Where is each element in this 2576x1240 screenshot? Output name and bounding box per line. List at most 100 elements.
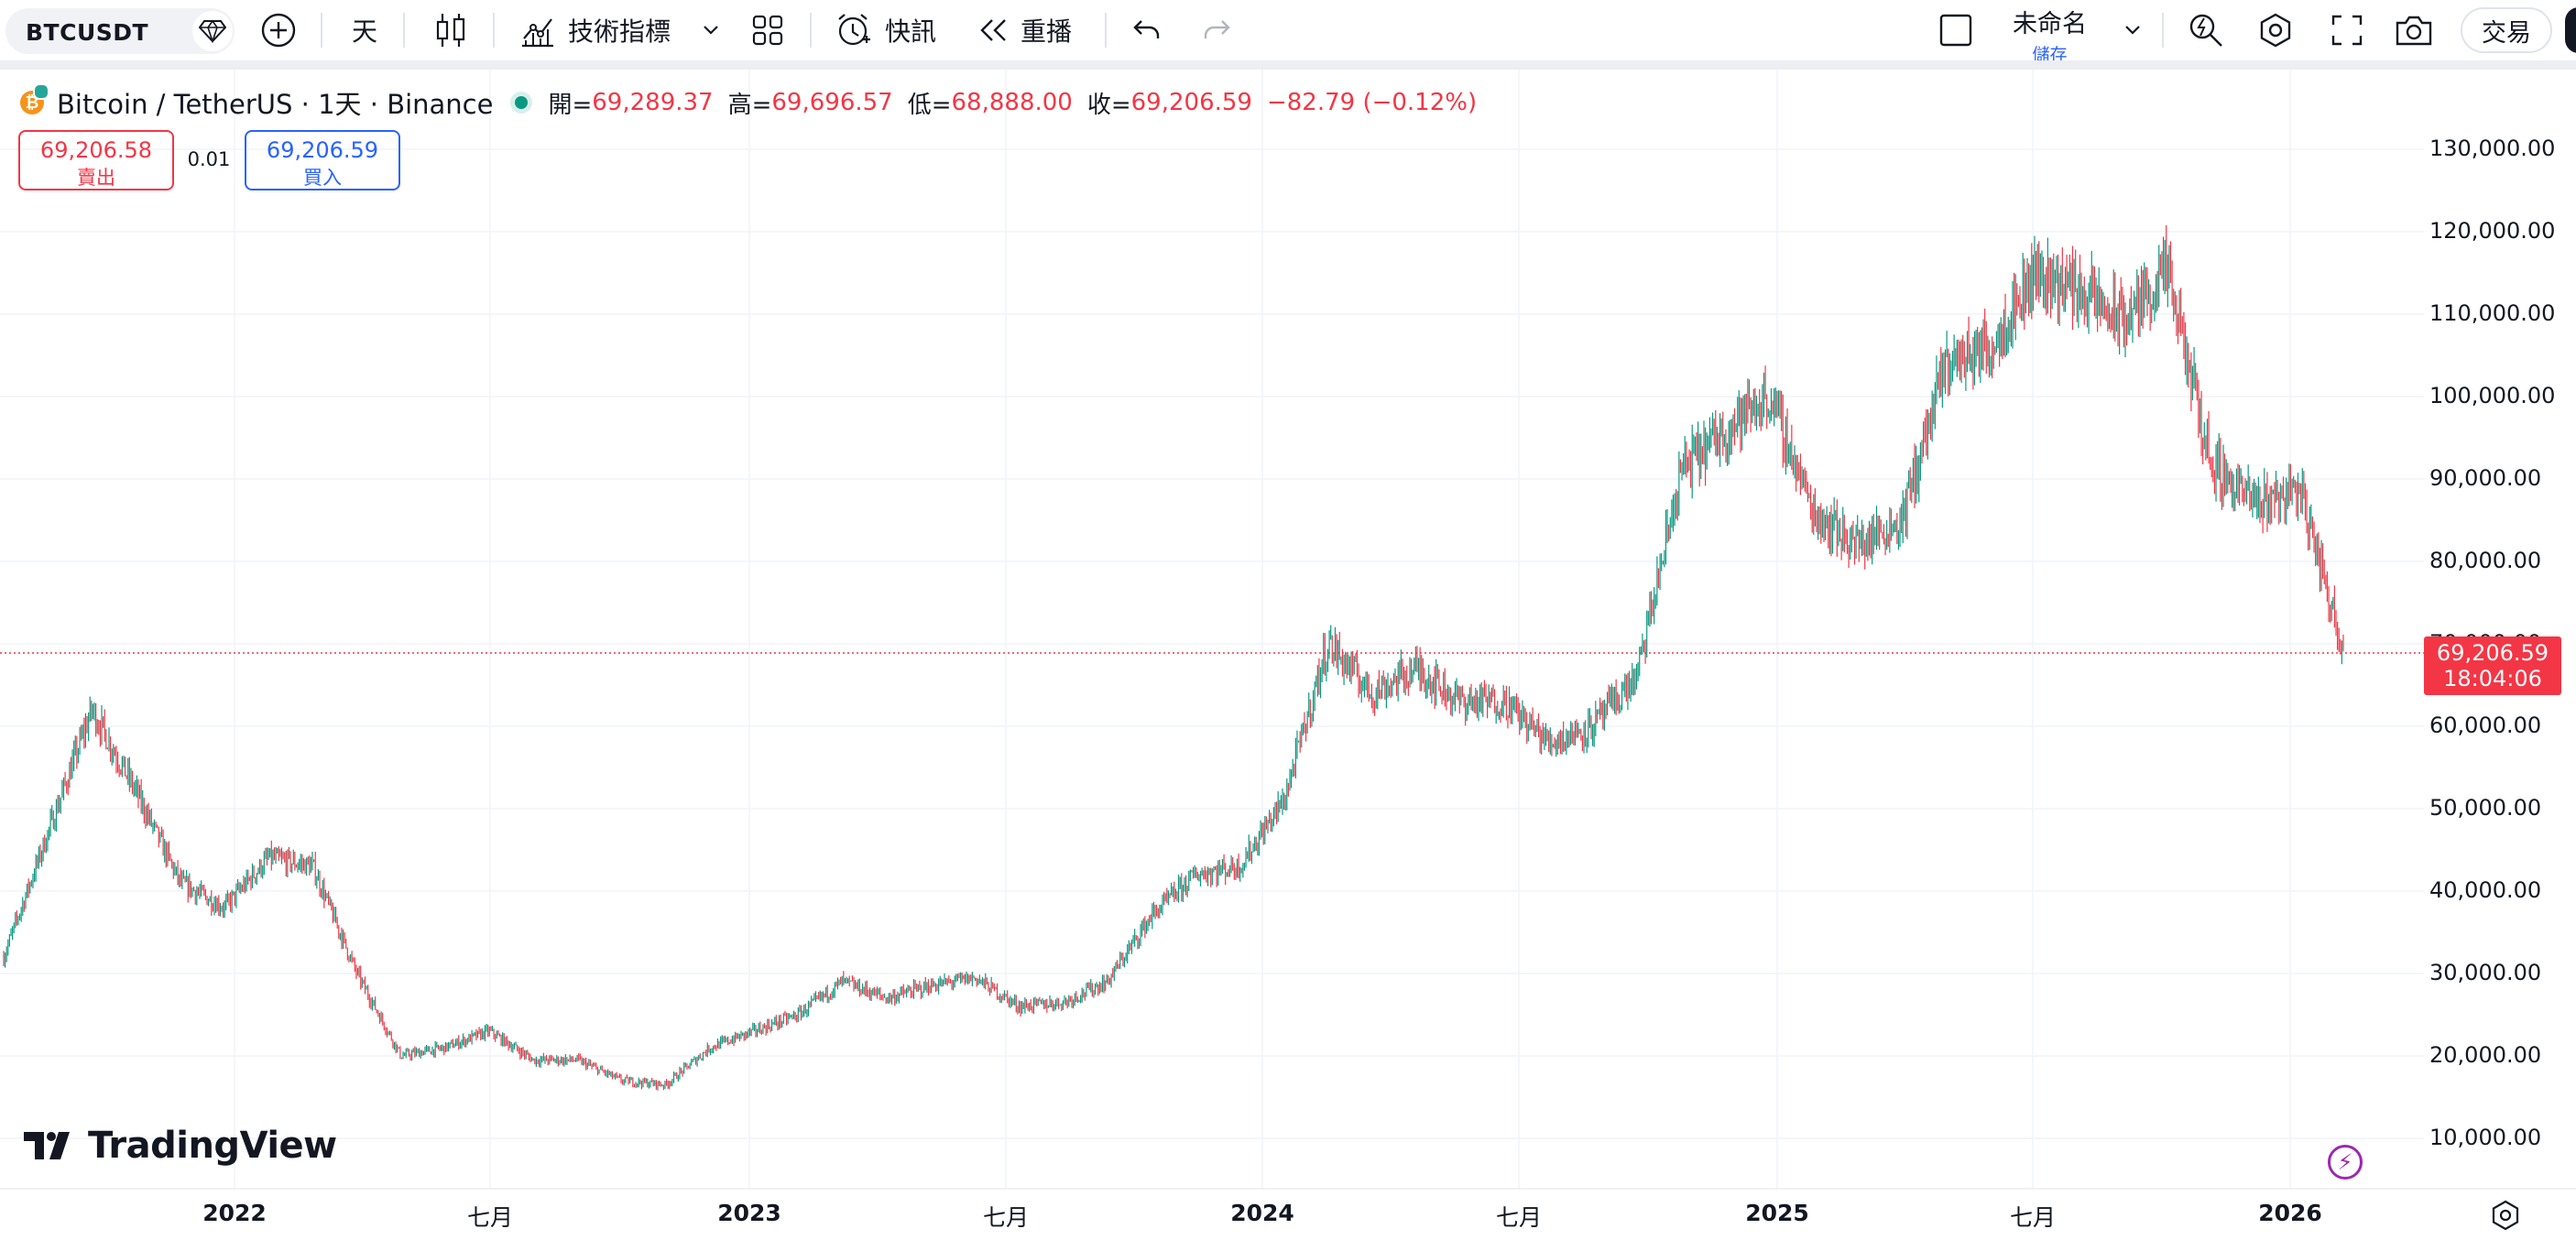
price-tick-label: 80,000.00 <box>2429 548 2542 573</box>
hexagon-gear-icon <box>2492 1200 2519 1231</box>
last-price-value: 69,206.59 <box>2436 640 2549 666</box>
trade-button[interactable]: 交易 <box>2461 7 2552 53</box>
redo-button[interactable] <box>1202 7 1231 53</box>
top-toolbar: BTCUSDT 天 技術指標 快訊 重播 未命名 儲存 <box>0 0 2576 65</box>
replay-label: 重播 <box>1021 16 1073 47</box>
plus-circle-icon <box>261 13 296 48</box>
close-label: 收= <box>1086 91 1131 119</box>
symbol-title[interactable]: Bitcoin / TetherUS · 1天 · Binance <box>57 89 494 120</box>
diamond-icon[interactable] <box>192 11 233 51</box>
divider <box>2162 13 2164 48</box>
lightning-icon[interactable]: ⚡ <box>2328 1145 2363 1180</box>
buy-button[interactable]: 69,206.59 買入 <box>245 130 400 190</box>
quick-search-button[interactable] <box>2188 7 2224 53</box>
price-tick-label: 30,000.00 <box>2429 960 2542 985</box>
tradingview-logo[interactable]: TradingView <box>24 1125 337 1167</box>
hexagon-gear-icon <box>2260 13 2291 48</box>
replay-button[interactable]: 重播 <box>978 7 1072 53</box>
undo-icon <box>1133 20 1160 38</box>
open-value: 69,289.37 <box>592 89 714 116</box>
divider <box>1105 13 1107 48</box>
market-status-icon[interactable] <box>515 96 529 109</box>
bar-countdown: 18:04:06 <box>2443 666 2542 691</box>
time-tick-label: 2024 <box>1230 1200 1294 1226</box>
symbol-search[interactable]: BTCUSDT <box>5 8 235 54</box>
sell-label: 賣出 <box>77 167 115 189</box>
alert-label: 快訊 <box>885 16 937 47</box>
search-bolt-icon <box>2189 14 2222 47</box>
change-value: −82.79 (−0.12%) <box>1266 89 1478 116</box>
low-label: 低= <box>907 91 952 119</box>
layouts-button[interactable] <box>751 7 784 53</box>
chart-grid <box>0 70 2424 1189</box>
divider <box>810 13 812 48</box>
price-tick-label: 40,000.00 <box>2429 877 2542 903</box>
chevron-down-icon <box>2125 26 2140 35</box>
grid-layout-icon <box>752 15 783 46</box>
last-price-tag: 69,206.59 18:04:06 <box>2424 636 2561 695</box>
time-tick-label: 七月 <box>466 1204 514 1231</box>
bitcoin-logo-icon: ₿ <box>20 83 49 114</box>
layout-name-button[interactable]: 未命名 儲存 <box>1992 4 2107 66</box>
brand-name: TradingView <box>88 1125 337 1167</box>
interval-button[interactable]: 天 <box>352 16 378 47</box>
price-tick-label: 120,000.00 <box>2429 218 2556 244</box>
fullscreen-button[interactable] <box>2330 7 2363 53</box>
indicators-icon <box>522 18 553 48</box>
divider <box>403 13 405 48</box>
candle-series <box>3 224 2344 1091</box>
chart-type-button[interactable] <box>434 7 467 53</box>
redo-icon <box>1204 20 1230 38</box>
divider <box>321 13 322 48</box>
price-tick-label: 110,000.00 <box>2429 300 2556 326</box>
price-tick-label: 20,000.00 <box>2429 1042 2542 1068</box>
time-tick-label: 七月 <box>1495 1204 1543 1231</box>
axis-settings-button[interactable] <box>2490 1200 2521 1235</box>
alarm-clock-icon <box>838 14 870 46</box>
price-tick-label: 130,000.00 <box>2429 136 2556 161</box>
rewind-icon <box>980 19 1006 41</box>
indicators-dropdown[interactable] <box>702 7 720 53</box>
close-value: 69,206.59 <box>1130 89 1252 116</box>
divider <box>493 13 495 48</box>
buy-label: 買入 <box>303 167 342 189</box>
price-tick-label: 50,000.00 <box>2429 795 2542 821</box>
spread-value: 0.01 <box>187 148 231 170</box>
chevron-down-icon <box>704 26 718 35</box>
layout-name: 未命名 <box>2013 10 2087 38</box>
save-label: 儲存 <box>2032 45 2068 65</box>
high-value: 69,696.57 <box>771 89 893 116</box>
camera-icon <box>2396 16 2432 46</box>
open-label: 開= <box>548 91 593 119</box>
price-tick-label: 10,000.00 <box>2429 1125 2542 1150</box>
square-icon <box>1939 14 1972 47</box>
toolbar-divider <box>0 60 2576 70</box>
time-tick-label: 2023 <box>717 1200 781 1226</box>
price-chart[interactable] <box>0 70 2576 1240</box>
symbol-text: BTCUSDT <box>26 19 149 46</box>
high-label: 高= <box>727 91 772 119</box>
price-tick-label: 100,000.00 <box>2429 383 2556 408</box>
tv-logo-icon <box>24 1132 70 1159</box>
layout-dropdown[interactable] <box>2123 7 2142 53</box>
snapshot-button[interactable] <box>2395 7 2433 53</box>
indicators-button[interactable]: 技術指標 <box>520 7 671 53</box>
time-tick-label: 2022 <box>202 1200 267 1226</box>
time-tick-label: 2026 <box>2258 1200 2322 1226</box>
avatar[interactable] <box>2565 7 2576 53</box>
alert-button[interactable]: 快訊 <box>835 7 936 53</box>
candles-icon <box>436 14 465 47</box>
low-value: 68,888.00 <box>951 89 1073 116</box>
sell-price: 69,206.58 <box>39 137 153 163</box>
time-tick-label: 七月 <box>982 1204 1030 1231</box>
sell-button[interactable]: 69,206.58 賣出 <box>18 130 174 190</box>
price-tick-label: 90,000.00 <box>2429 465 2542 491</box>
add-symbol-button[interactable] <box>260 7 297 53</box>
chart-legend: ₿ Bitcoin / TetherUS · 1天 · Binance 開= 6… <box>20 83 1491 121</box>
select-layout-button[interactable] <box>1938 7 1973 53</box>
settings-button[interactable] <box>2257 7 2294 53</box>
time-tick-label: 2025 <box>1745 1200 1809 1226</box>
time-tick-label: 七月 <box>2009 1204 2057 1231</box>
price-tick-label: 60,000.00 <box>2429 712 2542 738</box>
undo-button[interactable] <box>1132 7 1162 53</box>
